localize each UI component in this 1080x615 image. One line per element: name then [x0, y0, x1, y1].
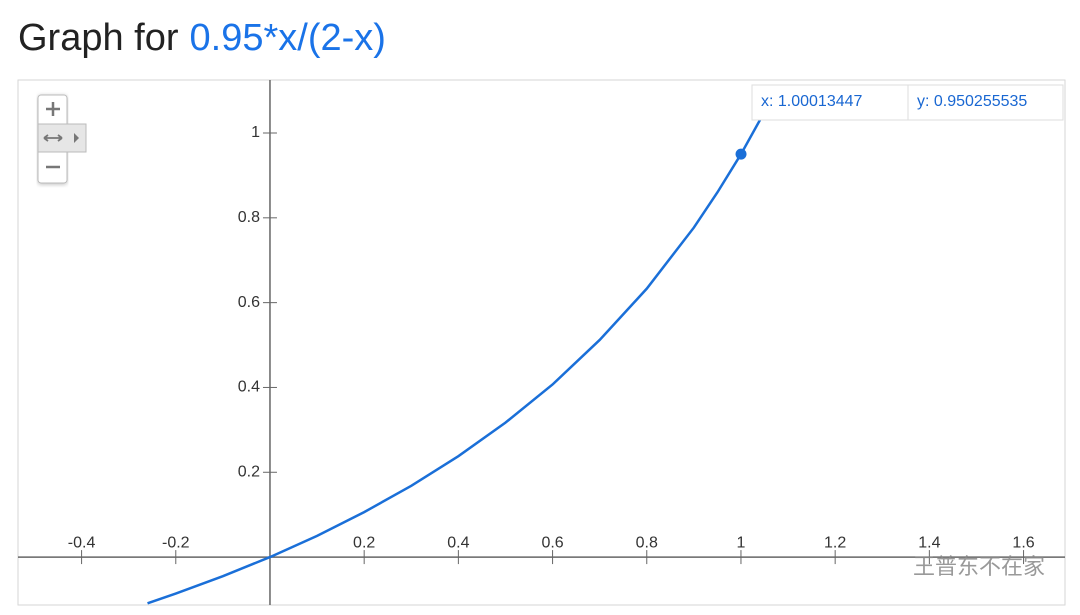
y-tick-label: 0.4 — [238, 379, 260, 396]
watermark: 王普东不在家 — [913, 554, 1045, 579]
x-tick-label: 1 — [737, 534, 746, 551]
plot-area — [17, 79, 1066, 606]
y-tick-label: 1 — [251, 124, 260, 141]
chart-title: Graph for — [18, 17, 179, 59]
curve — [147, 111, 766, 605]
x-tick-label: -0.2 — [162, 534, 190, 551]
x-tick-label: 1.2 — [824, 534, 846, 551]
y-tick-label: 0.6 — [238, 294, 260, 311]
pan-arrow — [74, 133, 79, 143]
x-tick-label: 0.8 — [636, 534, 658, 551]
zoom-controls[interactable] — [37, 94, 87, 184]
plot — [18, 80, 1065, 605]
x-tick-label: 1.6 — [1012, 534, 1034, 551]
tooltip-y: y: 0.950255535 — [917, 93, 1027, 110]
marker-point — [735, 148, 747, 160]
x-tick-label: 0.6 — [541, 534, 563, 551]
y-tick-label: 0.2 — [238, 463, 260, 480]
x-tick-label: 0.4 — [447, 534, 469, 551]
y-tick-label: 0.8 — [238, 209, 260, 226]
pan-icon — [43, 134, 63, 142]
x-tick-label: 1.4 — [918, 534, 940, 551]
expression: 0.95*x/(2-x) — [190, 17, 386, 59]
x-tick-label: -0.4 — [68, 534, 96, 551]
x-tick-label: 0.2 — [353, 534, 375, 551]
tooltip-x: x: 1.00013447 — [761, 93, 863, 110]
tooltip: x: 1.00013447 y: 0.950255535 — [751, 84, 1064, 121]
